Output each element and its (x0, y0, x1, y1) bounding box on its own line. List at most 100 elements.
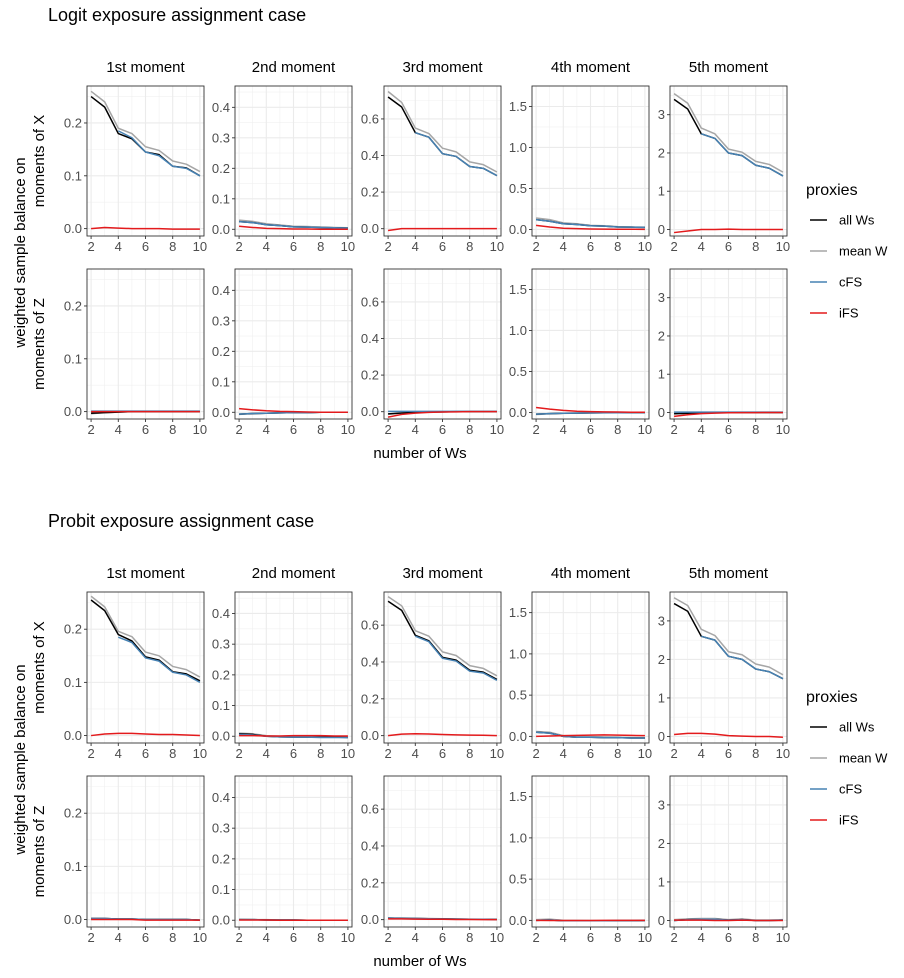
x-tick-label: 10 (193, 746, 207, 761)
panel-r2-c2: 2 4 6 8 10 0.0 0.1 0.2 0.3 0.4 (212, 268, 355, 437)
x-tick-label: 2 (532, 239, 539, 254)
x-tick-label: 4 (560, 422, 567, 437)
x-tick-label: 8 (466, 930, 473, 945)
x-tick-label: 8 (466, 239, 473, 254)
x-tick-label: 4 (560, 746, 567, 761)
y-tick-label: 1.5 (509, 605, 527, 620)
x-tick-label: 2 (235, 746, 242, 761)
series-line-ifs (674, 732, 783, 738)
y-tick-label: 1.5 (509, 789, 527, 804)
y-tick-label: 0.1 (64, 859, 82, 874)
x-tick-label: 4 (115, 746, 122, 761)
y-tick-label: 0 (658, 405, 665, 420)
strip-label: 5th moment (689, 59, 769, 76)
x-tick-label: 10 (776, 746, 790, 761)
y-tick-label: 0.0 (64, 728, 82, 743)
series-line-ifs (239, 407, 348, 414)
x-tick-label: 2 (384, 422, 391, 437)
x-tick-label: 6 (290, 422, 297, 437)
y-tick-label: 1 (658, 184, 665, 199)
y-tick-label: 2 (658, 836, 665, 851)
legend-title: proxies (806, 182, 858, 199)
x-tick-label: 6 (725, 746, 732, 761)
x-tick-label: 8 (317, 930, 324, 945)
series-line-cfs (535, 218, 645, 229)
x-tick-label: 10 (490, 422, 504, 437)
series-line-cfs (536, 731, 645, 739)
y-tick-label: 0.2 (64, 622, 82, 637)
series-line-cfs (415, 131, 498, 177)
y-axis-title: weighted sample balance on (12, 157, 29, 348)
panel-r2-c1: 2 4 6 8 10 0.0 0.1 0.2 (64, 268, 207, 437)
y-tick-label: 0.0 (212, 729, 230, 744)
x-tick-label: 4 (115, 930, 122, 945)
y-axis-title: weighted sample balance on (12, 664, 29, 855)
x-tick-label: 10 (341, 239, 355, 254)
y-tick-label: 0.3 (212, 130, 230, 145)
y-tick-label: 0.1 (64, 351, 82, 366)
legend: proxies all Ws mean W cFS iFS (806, 689, 888, 828)
x-tick-label: 6 (290, 746, 297, 761)
x-tick-label: 8 (466, 746, 473, 761)
x-tick-label: 8 (752, 239, 759, 254)
y-tick-label: 0.6 (361, 618, 379, 633)
y-tick-label: 3 (658, 107, 665, 122)
x-tick-label: 8 (614, 422, 621, 437)
panel-r1-c2: 2 4 6 8 10 0.0 0.1 0.2 0.3 0.4 2nd moment (212, 59, 355, 254)
y-tick-label: 1.5 (509, 99, 527, 114)
strip-label: 5th moment (689, 565, 769, 582)
y-tick-label: 0.6 (361, 802, 379, 817)
y-tick-label: 1.0 (509, 323, 527, 338)
y-tick-label: 3 (658, 613, 665, 628)
legend-label: iFS (839, 306, 859, 321)
y-tick-label: 0.4 (361, 838, 379, 853)
panel-r1-c4: 2 4 6 8 10 0.0 0.5 1.0 1.5 4th moment (509, 565, 652, 761)
series-line-ifs (387, 733, 497, 737)
legend-item: all Ws (810, 213, 875, 228)
series-line-ifs (388, 918, 497, 921)
legend-label: all Ws (839, 213, 875, 228)
y-tick-label: 1 (658, 367, 665, 382)
y-tick-label: 2 (658, 328, 665, 343)
x-tick-label: 2 (670, 930, 677, 945)
y-tick-label: 0.0 (361, 404, 379, 419)
y-tick-label: 0.4 (361, 148, 379, 163)
x-tick-label: 2 (384, 746, 391, 761)
y-tick-label: 2 (658, 145, 665, 160)
series-line-cfs (415, 635, 498, 682)
x-tick-label: 2 (670, 422, 677, 437)
x-tick-label: 8 (317, 746, 324, 761)
x-tick-label: 4 (412, 422, 419, 437)
y-tick-label: 0.4 (212, 100, 230, 115)
x-tick-label: 4 (263, 422, 270, 437)
x-tick-label: 4 (263, 239, 270, 254)
y-tick-label: 0.4 (361, 331, 379, 346)
x-tick-label: 4 (698, 746, 705, 761)
x-tick-label: 8 (169, 239, 176, 254)
y-tick-label: 0.0 (64, 221, 82, 236)
panel-r2-c5: 2 4 6 8 10 0 1 2 3 (658, 268, 790, 437)
x-tick-label: 2 (384, 239, 391, 254)
series-line-ifs (536, 734, 645, 738)
x-tick-label: 4 (263, 746, 270, 761)
x-tick-label: 6 (290, 930, 297, 945)
y-tick-label: 0.4 (212, 606, 230, 621)
y-tick-label: 0.5 (509, 181, 527, 196)
x-tick-label: 10 (490, 746, 504, 761)
x-tick-label: 4 (115, 239, 122, 254)
x-tick-label: 4 (263, 930, 270, 945)
x-axis-title: number of Ws (373, 953, 466, 970)
y-tick-label: 0.0 (64, 912, 82, 927)
y-tick-label: 1 (658, 690, 665, 705)
series-line-cfs (118, 636, 201, 684)
x-tick-label: 2 (235, 422, 242, 437)
x-tick-label: 10 (193, 422, 207, 437)
strip-label: 4th moment (551, 565, 631, 582)
y-tick-label: 0.1 (64, 168, 82, 183)
panel-r1-c3: 2 4 6 8 10 0.0 0.2 0.4 0.6 3rd moment (361, 565, 504, 761)
series-line-mean-w (90, 595, 201, 678)
x-tick-label: 10 (776, 239, 790, 254)
x-tick-label: 8 (614, 239, 621, 254)
x-tick-label: 8 (466, 422, 473, 437)
